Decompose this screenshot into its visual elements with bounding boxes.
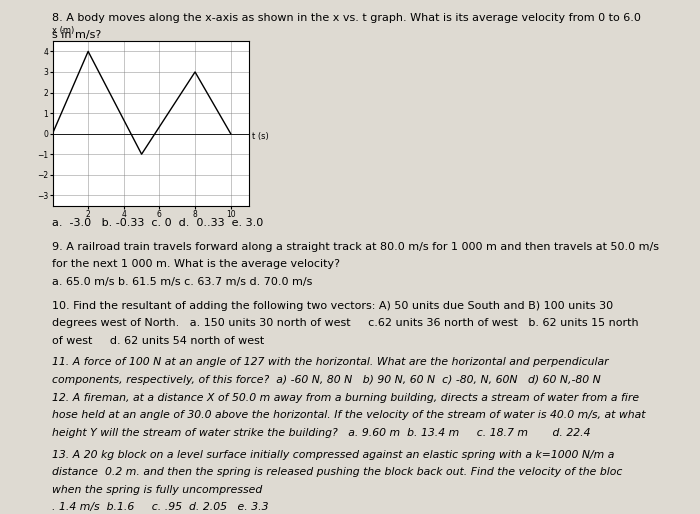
Text: of west     d. 62 units 54 north of west: of west d. 62 units 54 north of west (52, 336, 265, 345)
Text: t (s): t (s) (253, 132, 270, 141)
Text: 9. A railroad train travels forward along a straight track at 80.0 m/s for 1 000: 9. A railroad train travels forward alon… (52, 242, 659, 251)
Text: a. 65.0 m/s b. 61.5 m/s c. 63.7 m/s d. 70.0 m/s: a. 65.0 m/s b. 61.5 m/s c. 63.7 m/s d. 7… (52, 277, 313, 286)
Text: components, respectively, of this force?  a) -60 N, 80 N   b) 90 N, 60 N  c) -80: components, respectively, of this force?… (52, 375, 601, 384)
Text: when the spring is fully uncompressed: when the spring is fully uncompressed (52, 485, 262, 494)
Text: distance  0.2 m. and then the spring is released pushing the block back out. Fin: distance 0.2 m. and then the spring is r… (52, 467, 623, 477)
Text: height Y will the stream of water strike the building?   a. 9.60 m  b. 13.4 m   : height Y will the stream of water strike… (52, 428, 591, 437)
Text: a.  -3.0   b. -0.33  c. 0  d.  0..33  e. 3.0: a. -3.0 b. -0.33 c. 0 d. 0..33 e. 3.0 (52, 218, 264, 228)
Text: for the next 1 000 m. What is the average velocity?: for the next 1 000 m. What is the averag… (52, 259, 340, 269)
Text: x (m): x (m) (52, 26, 75, 34)
Text: degrees west of North.   a. 150 units 30 north of west     c.62 units 36 north o: degrees west of North. a. 150 units 30 n… (52, 318, 639, 328)
Text: 13. A 20 kg block on a level surface initially compressed against an elastic spr: 13. A 20 kg block on a level surface ini… (52, 450, 615, 460)
Text: 10. Find the resultant of adding the following two vectors: A) 50 units due Sout: 10. Find the resultant of adding the fol… (52, 301, 614, 310)
Text: 8. A body moves along the x-axis as shown in the x vs. t graph. What is its aver: 8. A body moves along the x-axis as show… (52, 13, 641, 23)
Text: s in m/s?: s in m/s? (52, 30, 102, 40)
Text: hose held at an angle of 30.0 above the horizontal. If the velocity of the strea: hose held at an angle of 30.0 above the … (52, 410, 646, 420)
Text: 12. A fireman, at a distance X of 50.0 m away from a burning building, directs a: 12. A fireman, at a distance X of 50.0 m… (52, 393, 640, 402)
Text: 11. A force of 100 N at an angle of 127 with the horizontal. What are the horizo: 11. A force of 100 N at an angle of 127 … (52, 357, 609, 367)
Text: . 1.4 m/s  b.1.6     c. .95  d. 2.05   e. 3.3: . 1.4 m/s b.1.6 c. .95 d. 2.05 e. 3.3 (52, 502, 269, 512)
